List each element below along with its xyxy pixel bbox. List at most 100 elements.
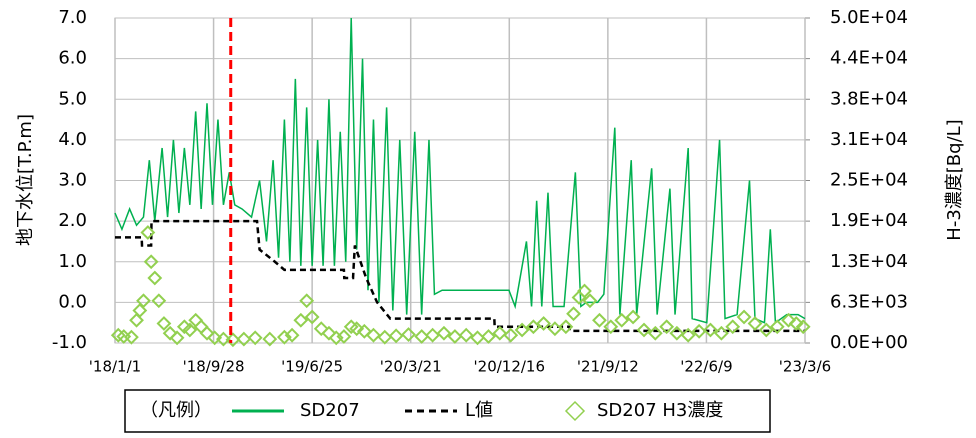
h3-marker [514,322,530,338]
h3-marker [525,319,541,335]
h3-marker [321,325,337,341]
h3-marker [262,331,278,347]
x-tick-label: '18/9/28 [183,358,245,376]
y2-tick-label: 5.0E+04 [830,7,908,28]
h3-marker [492,325,508,341]
y-axis-label: 地下水位[T.P.m] [15,114,36,246]
h3-marker [388,328,404,344]
x-tick-label: '20/3/21 [380,358,442,376]
y-tick-label: 4.0 [58,129,87,150]
h3-marker [795,319,811,335]
h3-marker [284,327,300,343]
h3-marker [199,325,215,341]
x-tick-label: '20/12/16 [474,358,546,376]
h3-marker [129,312,144,328]
h3-marker [401,327,416,342]
h3-marker [207,330,223,346]
h3-marker [328,330,344,346]
h3-marker [140,225,156,240]
h3-marker [558,319,574,335]
h3-marker [276,329,292,345]
legend-label: L値 [465,400,493,421]
h3-marker [336,329,352,344]
h3-marker [582,293,598,309]
h3-marker [566,306,581,322]
h3-marker [458,327,474,343]
h3-marker [124,329,139,345]
h3-marker [470,330,485,346]
h3-marker [304,309,320,325]
h3-marker [147,270,163,286]
y2-tick-label: 3.1E+04 [830,129,908,150]
legend-label: SD207 H3濃度 [597,400,723,421]
h3-marker [366,327,381,343]
h3-marker [781,312,796,328]
y-tick-label: -1.0 [52,332,87,353]
y-tick-label: 2.0 [58,210,87,231]
y-tick-label: 3.0 [58,170,87,191]
y-tick-label: 7.0 [58,7,87,28]
h3-marker [691,323,707,339]
x-tick-label: '18/1/1 [89,358,141,376]
h3-marker [577,283,592,299]
h3-marker [216,331,231,347]
h3-marker [225,332,241,348]
h3-marker [713,325,729,341]
h3-marker [132,303,148,318]
y2-tick-label: 6.3E+03 [830,291,908,312]
h3-marker [592,312,607,328]
h3-marker [481,329,496,344]
h3-marker [636,322,652,338]
h3-marker [625,309,641,325]
h3-marker [758,322,774,338]
h3-marker [703,322,718,338]
h3-marker [236,331,252,347]
h3-marker [603,319,619,335]
h3-marker [659,319,675,335]
h3-marker [156,316,172,331]
y-tick-label: 5.0 [58,88,87,109]
y2-tick-label: 1.3E+04 [830,251,908,272]
y-tick-label: 6.0 [58,48,87,69]
legend-title: （凡例） [140,400,212,421]
y2-tick-label: 2.5E+04 [830,170,908,191]
x-tick-label: '23/3/6 [779,358,831,376]
h3-marker [614,312,630,328]
h3-marker [769,319,785,335]
h3-marker [299,293,315,309]
h3-marker [669,325,685,341]
h3-marker [182,322,198,338]
h3-marker [162,325,178,341]
h3-marker [536,316,552,331]
series-line [114,17,806,325]
h3-marker [313,321,329,337]
x-tick-label: '22/6/9 [680,358,732,376]
h3-marker [349,321,365,337]
h3-marker [247,330,263,346]
h3-marker [414,329,430,344]
x-tick-label: '21/9/12 [577,358,639,376]
y2-tick-label: 3.8E+04 [830,88,908,109]
h3-marker [680,327,696,343]
y2-tick-label: 1.9E+04 [830,210,908,231]
h3-marker [356,323,372,339]
h3-marker [503,327,519,343]
h3-marker [377,329,393,345]
h3-marker [747,316,763,331]
y-tick-label: 1.0 [58,251,87,272]
h3-marker [736,309,752,325]
h3-marker [169,330,185,346]
h3-marker [143,254,159,270]
y-tick-label: 0.0 [58,291,87,312]
y2-axis-label: H-3濃度[Bq/L] [944,119,965,240]
legend-marker [564,400,586,422]
y2-tick-label: 4.4E+04 [830,48,908,69]
h3-marker [447,329,463,344]
h3-marker [293,312,309,328]
h3-marker [788,316,804,331]
x-tick-label: '19/6/25 [281,358,343,376]
h3-marker [725,319,741,335]
series-line [115,219,805,333]
y2-tick-label: 0.0E+00 [830,332,908,353]
